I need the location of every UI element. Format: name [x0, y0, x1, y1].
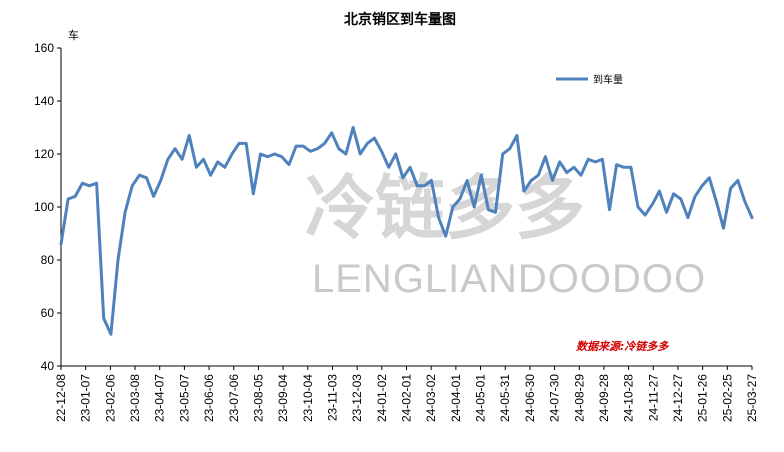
y-tick-label: 140 — [34, 94, 54, 108]
x-tick-label: 24-07-30 — [548, 374, 562, 422]
y-tick-label: 40 — [41, 359, 55, 373]
x-tick-label: 24-09-28 — [597, 374, 611, 422]
x-tick-label: 25-01-26 — [696, 374, 710, 422]
x-tick-label: 23-08-05 — [251, 374, 265, 422]
x-tick-label: 24-12-27 — [671, 374, 685, 422]
x-tick-label: 24-11-27 — [646, 374, 660, 421]
watermark-text: LENGLIANDOODOO — [312, 257, 706, 301]
x-tick-labels: 22-12-08 23-01-07 23-02-06 23-03-08 23-04-07… — [54, 366, 759, 422]
x-tick-label: 24-05-31 — [498, 374, 512, 422]
x-tick-label: 23-11-03 — [325, 374, 339, 421]
y-tick-label: 80 — [41, 253, 55, 267]
x-tick-label: 25-02-25 — [720, 374, 734, 422]
chart-title: 北京销区到车量图 — [344, 11, 456, 28]
x-tick-label: 24-01-02 — [375, 374, 389, 422]
x-tick-label: 23-05-07 — [177, 374, 191, 422]
x-tick-label: 23-10-04 — [301, 374, 315, 422]
x-tick-label: 22-12-08 — [54, 374, 68, 422]
x-tick-label: 24-03-02 — [424, 374, 438, 422]
series-group — [59, 126, 754, 336]
legend: 到车量 — [556, 73, 623, 86]
x-tick-label: 23-06-06 — [202, 374, 216, 422]
y-tick-labels: 40 60 80 100 120 140 160 — [34, 41, 61, 373]
y-tick-label: 160 — [34, 41, 54, 55]
x-tick-label: 23-03-08 — [128, 374, 142, 422]
y-tick-label: 100 — [34, 200, 54, 214]
x-tick-label: 23-04-07 — [153, 374, 167, 422]
watermark: 冷链多多 LENGLIANDOODOO — [305, 167, 706, 301]
legend-label: 到车量 — [593, 73, 623, 86]
y-tick-label: 120 — [34, 147, 54, 161]
source-note: 数据来源:冷链多多 — [576, 340, 669, 353]
x-tick-label: 24-04-01 — [449, 374, 463, 422]
x-tick-label: 23-12-03 — [350, 374, 364, 422]
y-axis-unit: 车 — [68, 28, 79, 42]
x-tick-label: 23-02-06 — [103, 374, 117, 422]
x-tick-label: 24-06-30 — [523, 374, 537, 422]
x-tick-label: 23-09-04 — [276, 374, 290, 422]
x-tick-label: 24-08-29 — [572, 374, 586, 422]
x-tick-label: 24-05-01 — [474, 374, 488, 422]
x-tick-label: 24-02-01 — [400, 374, 414, 422]
x-tick-label: 25-03-27 — [745, 374, 759, 422]
y-tick-label: 60 — [41, 306, 55, 320]
x-tick-label: 23-01-07 — [79, 374, 93, 422]
series-line-0 — [59, 126, 754, 336]
x-tick-label: 24-10-28 — [622, 374, 636, 422]
x-tick-label: 23-07-06 — [227, 374, 241, 422]
